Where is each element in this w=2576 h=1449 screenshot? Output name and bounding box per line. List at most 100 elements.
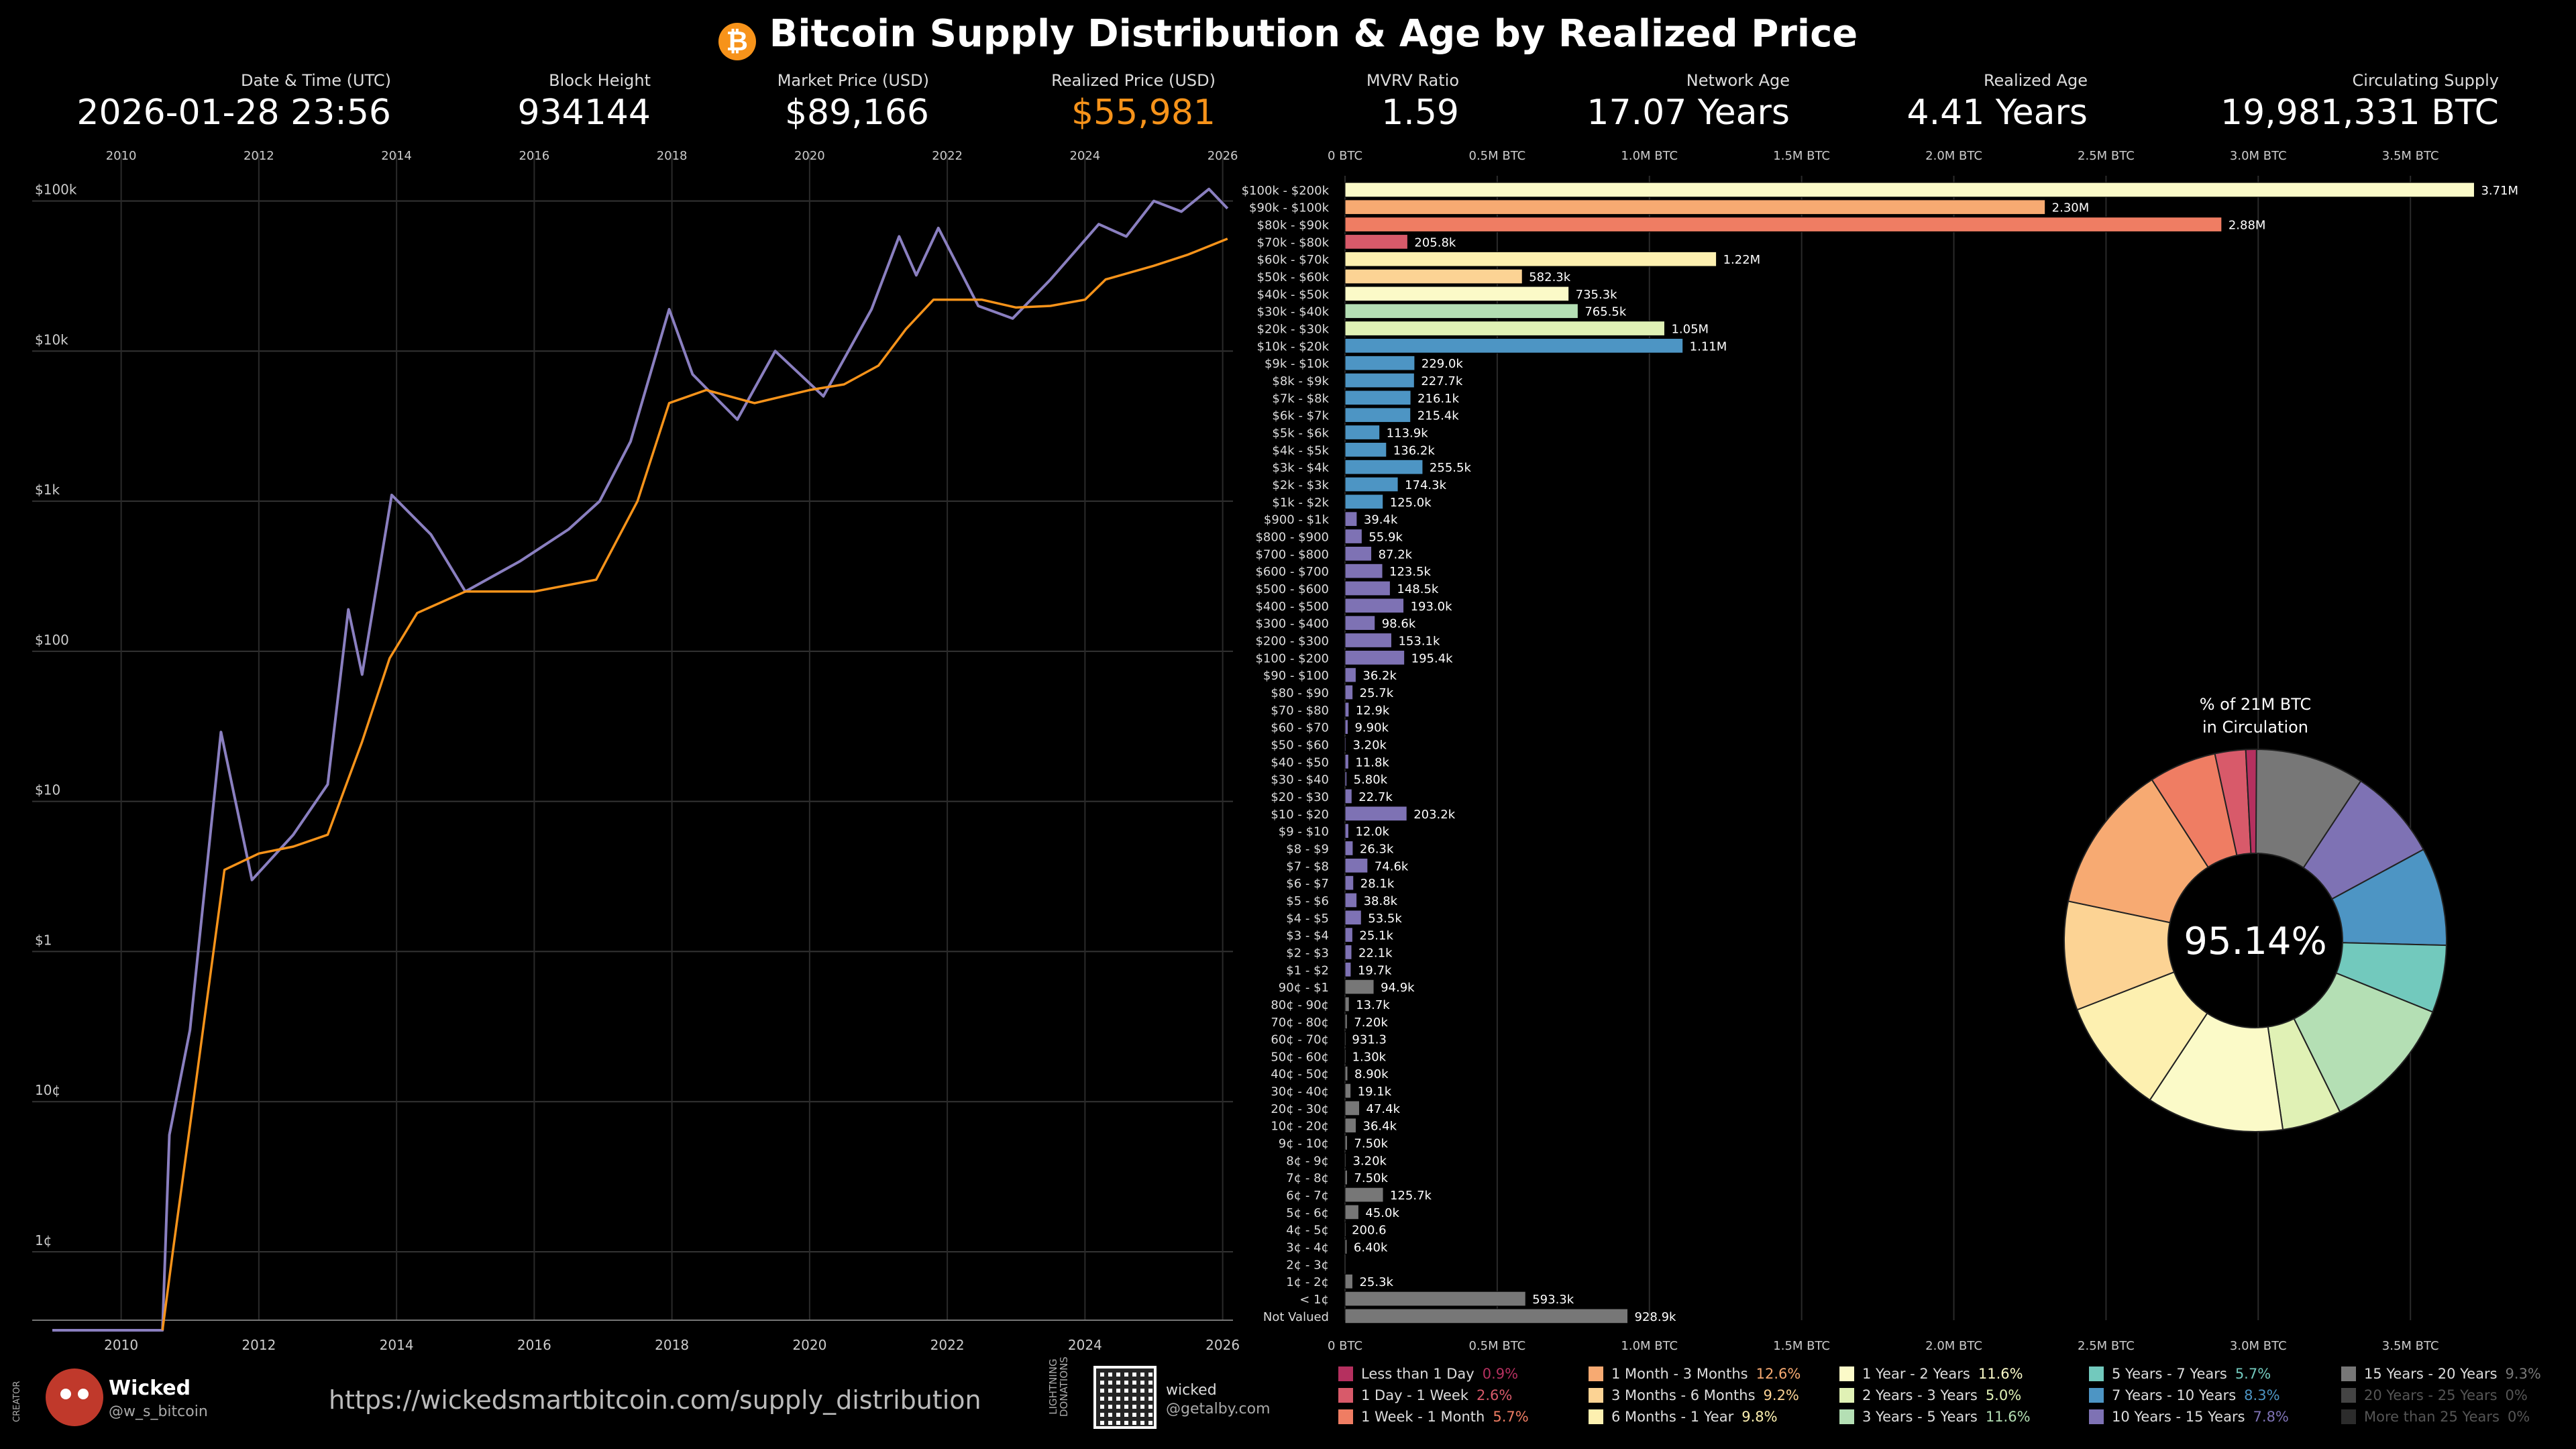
y-tick-label: $100 — [35, 632, 69, 648]
bar — [1344, 459, 1424, 475]
bar-category-label: $20k - $30k — [1257, 323, 1330, 337]
creator-handle[interactable]: @w_s_bitcoin — [109, 1403, 208, 1420]
donut-slice — [2063, 900, 2176, 1011]
bar-value-label: 5.80k — [1354, 773, 1388, 787]
stat-value: 1.59 — [1381, 93, 1459, 133]
legend-item: 7 Years - 10 Years 8.3% — [2089, 1387, 2280, 1403]
donut-slice — [2330, 848, 2447, 947]
bar-x-tick-bottom: 0.5M BTC — [1469, 1339, 1526, 1353]
bar — [1344, 737, 1346, 752]
bar — [1344, 355, 1415, 371]
legend-item: 20 Years - 25 Years 0% — [2341, 1387, 2528, 1403]
bar-value-label: 25.1k — [1359, 929, 1393, 943]
bar-value-label: 12.0k — [1355, 825, 1389, 839]
bar-value-label: 47.4k — [1366, 1102, 1401, 1116]
stat-label: Block Height — [549, 71, 651, 90]
bar-category-label: $5 - $6 — [1286, 894, 1329, 908]
bar — [1344, 788, 1352, 804]
bar-value-label: 125.0k — [1390, 496, 1432, 510]
bar — [1344, 1135, 1348, 1150]
bar-value-label: 7.50k — [1354, 1137, 1388, 1151]
bar-value-label: 55.9k — [1368, 531, 1403, 545]
bar-category-label: $900 - $1k — [1264, 513, 1330, 527]
bar — [1344, 511, 1358, 527]
bar-category-label: $70 - $80 — [1271, 704, 1329, 718]
y-tick-label: $10 — [35, 782, 60, 798]
bar — [1344, 1308, 1629, 1324]
bar-category-label: < 1¢ — [1299, 1293, 1329, 1307]
x-tick-label-bottom: 2018 — [655, 1337, 689, 1353]
bar-category-label: $6k - $7k — [1272, 409, 1329, 423]
bar — [1344, 615, 1376, 631]
bar-category-label: $80 - $90 — [1271, 686, 1329, 700]
legend-item: 3 Years - 5 Years 11.6% — [1839, 1409, 2031, 1425]
y-tick-label: $100k — [35, 182, 77, 198]
bar-value-label: 174.3k — [1405, 478, 1447, 492]
donation-address[interactable]: @getalby.com — [1166, 1401, 1271, 1417]
legend-swatch — [2089, 1409, 2104, 1424]
bar-value-label: 98.6k — [1382, 617, 1416, 631]
source-url-link[interactable]: https://wickedsmartbitcoin.com/supply_di… — [329, 1385, 981, 1415]
legend-item: 1 Day - 1 Week 2.6% — [1338, 1387, 1512, 1403]
x-tick-label-top: 2022 — [932, 149, 963, 163]
bar — [1344, 217, 2222, 232]
donut-slice — [2267, 1018, 2341, 1131]
bar-value-label: 7.20k — [1354, 1016, 1388, 1030]
legend-item: 5 Years - 7 Years 5.7% — [2089, 1366, 2271, 1382]
bar — [1344, 1083, 1352, 1099]
bar — [1344, 598, 1405, 614]
legend-pct: 9.8% — [1741, 1409, 1778, 1425]
bar — [1344, 1014, 1348, 1030]
bar-category-label: $3k - $4k — [1272, 461, 1329, 475]
bar — [1344, 563, 1383, 579]
bar-x-tick-top: 3.5M BTC — [2382, 149, 2439, 163]
bar-category-label: 3¢ - 4¢ — [1286, 1241, 1329, 1255]
bar-x-tick-top: 2.0M BTC — [1925, 149, 1982, 163]
bar-x-tick-bottom: 0 BTC — [1328, 1339, 1362, 1353]
legend-swatch — [2341, 1409, 2356, 1424]
bar — [1344, 649, 1405, 665]
donut-slice — [2245, 749, 2257, 855]
bar — [1344, 961, 1352, 977]
bar — [1344, 476, 1399, 492]
legend-item: 1 Year - 2 Years 11.6% — [1839, 1366, 2023, 1382]
legend-pct: 2.6% — [1477, 1387, 1513, 1403]
x-tick-label-top: 2010 — [106, 149, 137, 163]
legend-label: More than 25 Years — [2364, 1409, 2500, 1425]
qr-code[interactable] — [1093, 1366, 1157, 1429]
bar-value-label: 203.2k — [1413, 808, 1456, 822]
legend-item: 6 Months - 1 Year 9.8% — [1589, 1409, 1778, 1425]
avatar — [46, 1368, 103, 1426]
stat-4: MVRV Ratio 1.59 — [1366, 71, 1459, 133]
legend-pct: 9.2% — [1763, 1387, 1799, 1403]
donation-label-2: DONATIONS — [1058, 1356, 1070, 1417]
bar-value-label: 22.7k — [1358, 790, 1393, 804]
x-tick-label-bottom: 2014 — [380, 1337, 414, 1353]
page-title: ₿ Bitcoin Supply Distribution & Age by Re… — [0, 12, 2576, 60]
bar-value-label: 205.8k — [1414, 235, 1456, 250]
y-tick-label: $10k — [35, 331, 68, 347]
stat-value: 2026-01-28 23:56 — [76, 93, 391, 133]
legend-pct: 0% — [2505, 1387, 2528, 1403]
donut-slice — [2214, 749, 2252, 857]
bar-category-label: $1 - $2 — [1286, 963, 1329, 977]
bar-value-label: 3.71M — [2481, 184, 2518, 198]
bar — [1344, 1049, 1346, 1064]
bar — [1344, 719, 1348, 735]
x-tick-label-bottom: 2020 — [792, 1337, 826, 1353]
legend-item: 2 Years - 3 Years 5.0% — [1839, 1387, 2021, 1403]
bar — [1344, 268, 1523, 284]
legend-swatch — [2089, 1388, 2104, 1403]
bar — [1344, 425, 1381, 440]
bar-value-label: 9.90k — [1354, 721, 1389, 735]
donut-center-label: 95.14% — [2184, 920, 2327, 963]
donation-label: LIGHTNING DONATIONS — [1047, 1356, 1070, 1417]
bar — [1344, 407, 1411, 423]
stat-label: Market Price (USD) — [777, 71, 929, 90]
bar-value-label: 22.1k — [1358, 946, 1393, 960]
bar-value-label: 13.7k — [1356, 998, 1390, 1012]
bar-value-label: 19.1k — [1358, 1085, 1392, 1099]
legend-label: 6 Months - 1 Year — [1611, 1409, 1734, 1425]
donut-slice — [2302, 780, 2424, 900]
